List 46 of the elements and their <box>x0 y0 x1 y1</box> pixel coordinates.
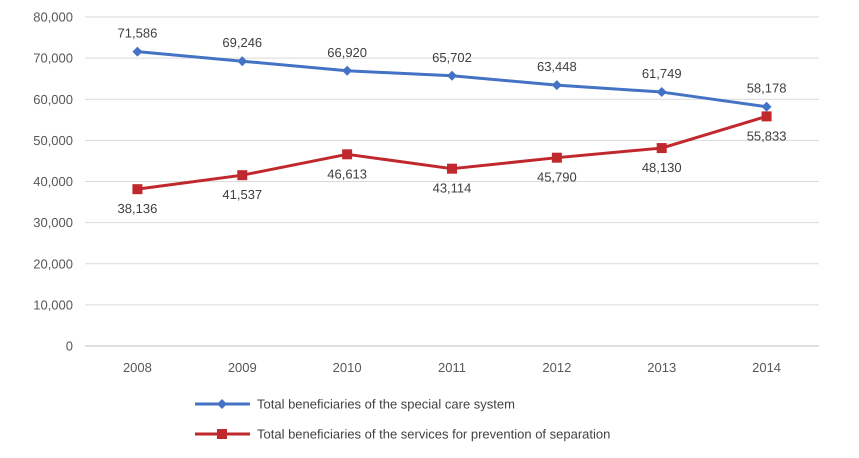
data-label: 38,136 <box>118 201 158 216</box>
data-label: 41,537 <box>222 187 262 202</box>
data-label: 61,749 <box>642 66 682 82</box>
x-tick-label: 2010 <box>332 360 362 375</box>
point <box>762 102 772 112</box>
point <box>552 152 562 163</box>
x-tick-label: 2011 <box>438 360 466 375</box>
y-tick-label: 60,000 <box>33 92 73 107</box>
y-tick-label: 0 <box>66 338 73 354</box>
data-label: 66,920 <box>327 44 368 60</box>
data-label: 63,448 <box>536 59 577 74</box>
data-label: 45,790 <box>536 170 577 185</box>
data-label: 43,114 <box>432 180 472 196</box>
point <box>342 149 352 160</box>
point <box>342 66 352 76</box>
data-label: 58,178 <box>746 80 786 96</box>
data-label: 55,833 <box>746 128 786 144</box>
y-tick-label: 40,000 <box>33 174 73 190</box>
x-tick-label: 2009 <box>228 360 257 375</box>
x-tick-label: 2014 <box>752 360 782 375</box>
point <box>552 80 562 90</box>
data-label: 48,130 <box>642 160 682 176</box>
point <box>762 111 772 122</box>
x-tick-label: 2008 <box>122 360 152 375</box>
point <box>132 184 142 194</box>
y-tick-label: 20,000 <box>33 256 73 272</box>
point <box>447 164 457 174</box>
data-label: 65,702 <box>432 50 472 65</box>
legend-label: Total beneficiaries of the services for prevention of separation <box>257 426 610 442</box>
point <box>656 143 667 154</box>
point <box>656 87 667 98</box>
x-tick-label: 2012 <box>542 360 572 375</box>
x-tick-label: 2013 <box>647 360 676 375</box>
point <box>237 56 248 66</box>
y-tick-label: 50,000 <box>33 132 73 148</box>
y-tick-label: 70,000 <box>33 50 73 66</box>
data-label: 46,613 <box>327 166 368 182</box>
point <box>237 170 248 180</box>
y-tick-label: 80,000 <box>33 10 73 25</box>
point <box>447 70 457 81</box>
y-tick-label: 30,000 <box>33 215 73 230</box>
data-label: 71,586 <box>118 26 158 41</box>
data-label: 69,246 <box>222 35 262 50</box>
legend-label: Total beneficiaries of the special care system <box>257 396 515 412</box>
point <box>132 46 142 57</box>
y-tick-label: 10,000 <box>33 297 73 312</box>
